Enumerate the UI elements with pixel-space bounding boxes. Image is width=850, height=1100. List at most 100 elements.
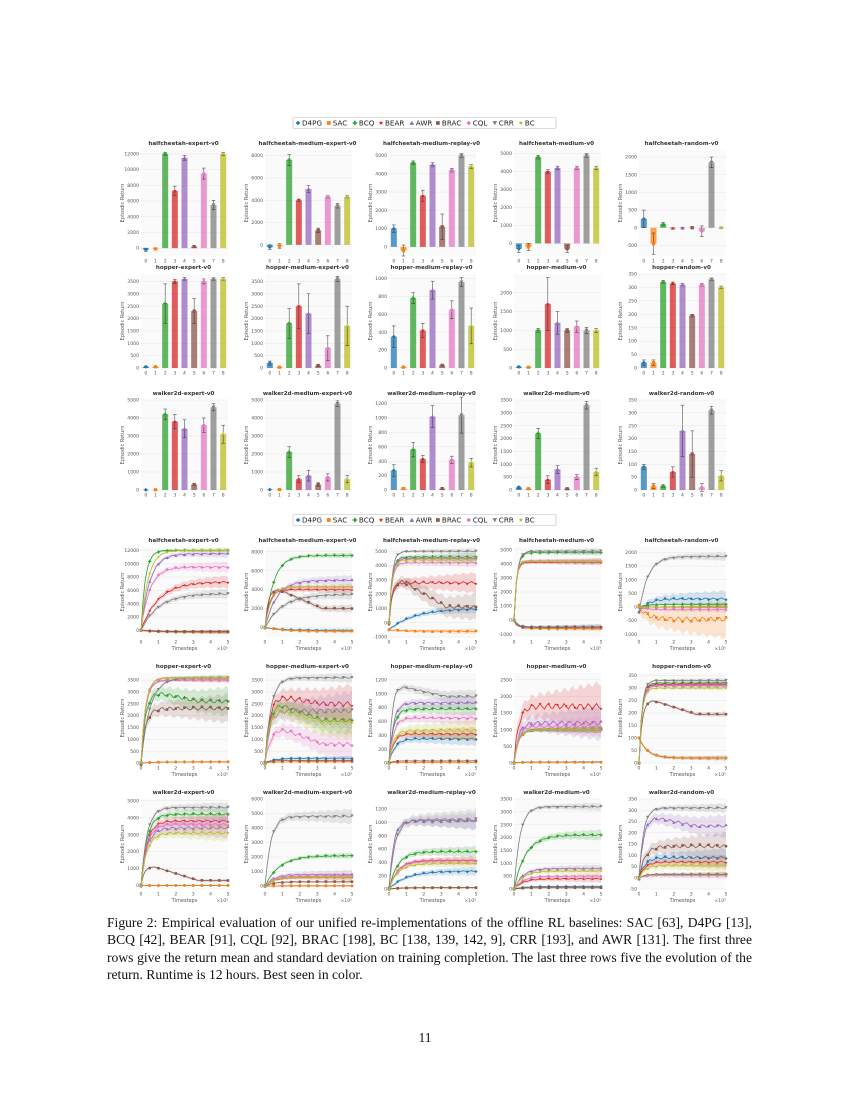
series-marker <box>272 830 276 834</box>
series-marker <box>280 563 284 568</box>
x-tick-label: 1 <box>530 892 533 898</box>
bar-marker <box>153 365 158 369</box>
x-exponent: ×10⁵ <box>340 772 352 778</box>
y-tick-label: 0 <box>509 887 512 893</box>
x-tick-label: 7 <box>710 259 713 265</box>
legend-item-d4pg: D4PG <box>295 516 322 525</box>
bar-marker <box>335 277 340 281</box>
y-tick-label: 800 <box>378 705 387 711</box>
line-panel: 0500100015002000250030003500walker2d-med… <box>493 790 603 904</box>
series-marker <box>226 678 230 682</box>
x-tick-label: 3 <box>671 259 674 265</box>
series-marker <box>183 874 186 878</box>
series-marker <box>350 629 354 633</box>
x-tick-label: 4 <box>333 640 336 646</box>
series-marker <box>599 559 603 563</box>
x-tick-label: 6 <box>575 371 578 377</box>
y-tick-label: 50 <box>631 864 637 870</box>
x-tick-label: 3 <box>546 259 549 265</box>
series-marker <box>298 585 302 589</box>
series-marker <box>573 874 577 878</box>
x-tick-label: 0 <box>144 259 147 265</box>
series-marker <box>174 694 178 699</box>
band-d4pg <box>639 847 726 881</box>
x-tick-label: 5 <box>317 493 320 499</box>
series-marker <box>396 561 400 565</box>
bar-marker <box>192 244 196 249</box>
x-tick-label: 8 <box>346 259 349 265</box>
series-marker <box>564 761 568 764</box>
legend-label: D4PG <box>302 119 322 128</box>
series-marker <box>306 585 311 588</box>
band-bcq <box>265 852 352 888</box>
series-marker <box>689 860 693 864</box>
band-awr <box>141 816 228 888</box>
series-marker <box>413 872 417 877</box>
bar-marker <box>469 323 474 328</box>
bar-bcq <box>535 157 542 244</box>
bar-bear <box>295 200 302 245</box>
series-marker <box>724 712 728 716</box>
series-marker <box>689 602 693 606</box>
bar-d4pg <box>390 336 397 368</box>
series-marker <box>315 717 319 721</box>
x-tick-label: 5 <box>317 371 320 377</box>
plot-background <box>514 673 601 763</box>
series-marker <box>457 859 461 864</box>
bar-marker <box>449 457 454 462</box>
series-marker <box>530 626 533 629</box>
series-marker <box>200 879 204 882</box>
bar-bcq <box>162 303 169 368</box>
x-tick-label: 0 <box>388 892 391 898</box>
y-tick-label: 250 <box>628 298 637 304</box>
series-marker <box>439 859 443 863</box>
series-marker <box>217 675 221 679</box>
series-marker <box>654 607 658 611</box>
y-axis-label: Episodic Return <box>618 302 624 341</box>
series-marker <box>474 700 478 704</box>
x-tick-label: 0 <box>140 766 143 772</box>
series-marker <box>298 713 302 717</box>
series-marker <box>474 859 478 864</box>
series-marker <box>289 707 293 712</box>
series-marker <box>698 602 702 606</box>
series-marker <box>272 882 275 885</box>
y-tick-label: 0 <box>384 887 387 893</box>
series-marker <box>707 824 711 828</box>
series-marker <box>182 827 187 831</box>
bar-marker <box>316 483 320 487</box>
legend-label: AWR <box>416 516 433 525</box>
series-marker <box>680 556 685 560</box>
series-marker <box>689 807 693 811</box>
bar-cql <box>200 281 207 368</box>
band-cql <box>265 722 352 768</box>
series-marker <box>591 886 594 889</box>
series-marker <box>457 604 460 607</box>
series-marker <box>439 861 443 865</box>
x-tick-label: 2 <box>288 259 291 265</box>
series-marker <box>404 821 408 825</box>
panel-title: halfcheetah-expert-v0 <box>148 141 218 147</box>
bar-marker <box>641 464 646 469</box>
bar-awr <box>429 416 436 490</box>
series-marker <box>448 849 452 853</box>
bar-awr <box>181 428 188 490</box>
line-panel: 0500100015002000250030003500hopper-exper… <box>120 664 230 778</box>
series-marker <box>521 710 525 714</box>
series-marker <box>646 575 650 579</box>
series-marker <box>689 597 693 601</box>
y-tick-label: 5000 <box>500 547 512 553</box>
series-marker <box>465 733 469 737</box>
series-marker <box>156 555 160 559</box>
y-axis-label: Episodic Return <box>120 699 126 738</box>
x-tick-label: 3 <box>565 892 568 898</box>
x-tick-label: 1 <box>405 640 408 646</box>
series-marker <box>707 861 711 864</box>
series-marker <box>654 873 658 877</box>
band-d4pg <box>389 866 476 891</box>
series-marker <box>637 603 641 607</box>
series-marker <box>315 759 319 762</box>
x-exponent: ×10⁵ <box>340 646 352 652</box>
series-marker <box>165 832 169 836</box>
series-marker <box>148 761 151 764</box>
